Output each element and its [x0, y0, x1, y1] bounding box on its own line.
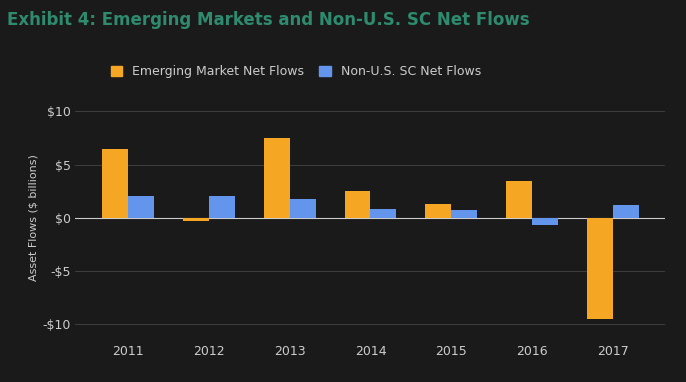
Y-axis label: Asset Flows ($ billions): Asset Flows ($ billions)	[28, 154, 38, 281]
Bar	[370, 209, 397, 218]
Bar	[264, 138, 289, 218]
Bar	[506, 181, 532, 218]
Bar	[613, 205, 639, 218]
Bar	[344, 191, 370, 218]
Bar	[183, 218, 209, 222]
Bar	[532, 218, 558, 225]
Bar	[451, 210, 477, 218]
Text: Exhibit 4: Emerging Markets and Non-U.S. SC Net Flows: Exhibit 4: Emerging Markets and Non-U.S.…	[7, 11, 530, 29]
Bar	[289, 199, 316, 218]
Bar	[102, 149, 128, 218]
Legend: Emerging Market Net Flows, Non-U.S. SC Net Flows: Emerging Market Net Flows, Non-U.S. SC N…	[111, 65, 481, 78]
Bar	[425, 204, 451, 218]
Bar	[209, 196, 235, 218]
Bar	[587, 218, 613, 319]
Bar	[128, 196, 154, 218]
